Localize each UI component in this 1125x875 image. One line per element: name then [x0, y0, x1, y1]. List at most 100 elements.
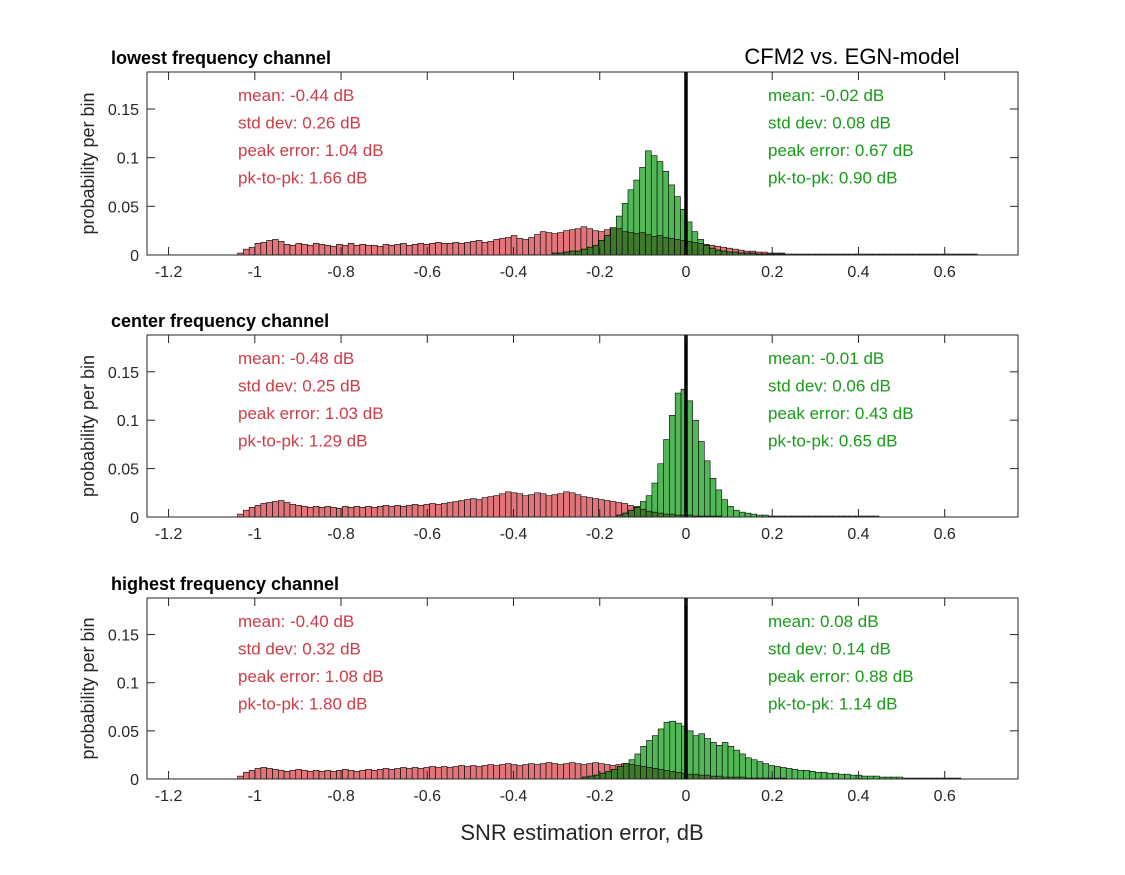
panel-3-egn-bar [785, 768, 793, 780]
panel-1-overlap-bar [703, 244, 710, 256]
panel-2-cfm2-bar [330, 507, 337, 518]
panel-3-overlap-bar [675, 771, 682, 780]
panel-2-cfm2-bar [423, 504, 430, 518]
panel-2-cfm2-bar [347, 507, 355, 518]
panel-2-overlap-bar [639, 508, 647, 518]
panel-3-overlap-bar [669, 770, 676, 780]
panel-1-overlap-bar [586, 246, 594, 256]
panel-3-overlap-bar [652, 768, 659, 780]
panel-1-cfm2-bar [376, 245, 384, 256]
panel-3-cfm2-bar [470, 765, 477, 780]
panel-1-x-tick-label: -0.2 [586, 264, 614, 281]
panel-2-overlap-bar [645, 510, 653, 518]
panel-3-cfm2-bar [417, 768, 425, 780]
panel-1-cfm2-bar [475, 240, 483, 256]
panel-2-egn-bar [657, 463, 664, 518]
panel-3-axes-box [146, 597, 1019, 780]
panel-3-cfm2-bar [557, 764, 564, 780]
panel-3-overlap-bar [646, 767, 653, 780]
panel-3-cfm2-bar [435, 767, 442, 780]
panel-2-cfm2-bar [563, 491, 570, 518]
panel-2-cfm2-bar [516, 493, 524, 518]
panel-3-overlap-bar [634, 765, 642, 780]
panel-1-y-tick-label: 0.05 [108, 199, 139, 216]
panel-3-egn-stat: pk-to-pk: 1.14 dB [768, 695, 897, 714]
panel-3-cfm2-bar [545, 762, 553, 780]
panel-3-egn-bar [727, 745, 735, 780]
panel-3-cfm2-bar [569, 762, 576, 780]
panel-1-x-tick-label: 0.2 [761, 264, 783, 281]
panel-3-egn-bar [791, 769, 799, 780]
panel-3-cfm2-bar [534, 764, 541, 780]
panel-2-cfm2-bar [429, 503, 436, 518]
panel-1-overlap-bar [709, 247, 716, 256]
panel-3-x-tick-label: 0.6 [934, 788, 956, 805]
panel-3-cfm2-bar [440, 766, 448, 780]
panel-3-egn-bar [762, 763, 770, 780]
panel-1-overlap-bar [575, 250, 582, 256]
panel-3-egn-bar [855, 774, 863, 780]
panel-3-cfm2-bar [563, 763, 570, 780]
panel-3-overlap-bar [611, 769, 618, 780]
panel-3-overlap-bar [704, 774, 711, 780]
panel-2-cfm2-bar [458, 500, 465, 518]
panel-2-cfm2-bar [342, 506, 349, 518]
panel-2-cfm2-bar [557, 493, 564, 518]
panel-2-cfm2-bar [534, 492, 541, 518]
panel-3-cfm2-bar [388, 769, 396, 780]
panel-2-cfm2-bar [440, 503, 448, 518]
panel-2-title: center frequency channel [111, 311, 329, 331]
panel-3-egn-bar [820, 771, 828, 780]
panel-1-cfm2-bar [365, 244, 372, 256]
panel-2-cfm2-bar [493, 495, 500, 518]
panel-1-cfm2-bar [301, 243, 308, 256]
panel-3-egn-bar [774, 766, 781, 780]
panel-1-cfm2-stat: peak error: 1.04 dB [238, 141, 384, 160]
panel-1-cfm2-bar [499, 238, 506, 256]
panel-3-cfm2-bar [429, 766, 436, 780]
panel-3-overlap-bar [599, 772, 607, 780]
panel-1-title: lowest frequency channel [111, 48, 331, 68]
panel-3-title: highest frequency channel [111, 574, 339, 594]
panel-1-x-tick-label: -1.2 [155, 264, 183, 281]
panel-2-y-tick-label: 0.05 [108, 462, 139, 479]
panel-2-cfm2-bar [551, 494, 559, 518]
panel-3-egn-bar [716, 744, 723, 780]
panel-1-overlap-bar [715, 249, 722, 256]
panel-2-cfm2-bar [528, 494, 535, 518]
panel-1-cfm2-bar [371, 244, 378, 256]
panel-2-overlap-bar [622, 512, 629, 518]
panel-3-x-tick-label: -0.8 [327, 788, 355, 805]
panel-3-cfm2-bar [330, 770, 337, 780]
panel-2-cfm2-bar [510, 492, 518, 518]
figure-title: CFM2 vs. EGN-model [744, 44, 959, 69]
panel-3-cfm2-bar [254, 768, 262, 780]
panel-2-overlap-bar [651, 511, 659, 518]
panel-3-x-tick-label: 0.2 [761, 788, 783, 805]
panel-2-cfm2-bar [505, 491, 512, 518]
panel-2-x-tick-label: 0 [682, 526, 691, 543]
panel-3-egn-bar [721, 742, 729, 780]
panel-2-egn-bar [738, 511, 746, 518]
panel-1-cfm2-bar [347, 243, 355, 256]
panel-1-cfm2-bar [534, 234, 541, 256]
panel-3-overlap-bar [686, 773, 694, 780]
panel-2-egn-bar [663, 439, 670, 518]
panel-1-cfm2-bar [487, 241, 494, 256]
panel-2-y-tick-label: 0.1 [117, 413, 139, 430]
panel-2-cfm2-stat: peak error: 1.03 dB [238, 404, 384, 423]
panel-3-cfm2-bar [324, 770, 331, 780]
panel-3-y-axis-label: probability per bin [78, 617, 98, 759]
panel-3-cfm2-bar [248, 770, 256, 780]
panel-2-x-tick-label: 0.4 [847, 526, 869, 543]
panel-1-overlap-bar [691, 242, 699, 256]
panel-2-x-tick-label: -1 [248, 526, 262, 543]
panel-3-cfm2-stat: std dev: 0.32 dB [238, 640, 361, 659]
panel-1-cfm2-bar [272, 239, 279, 256]
panel-1-y-tick-label: 0.15 [108, 102, 139, 119]
panel-3-overlap-bar [698, 774, 706, 780]
panel-2-egn-bar [709, 477, 717, 518]
panel-1-cfm2-bar [510, 235, 518, 256]
panel-1-cfm2-bar [406, 244, 413, 256]
